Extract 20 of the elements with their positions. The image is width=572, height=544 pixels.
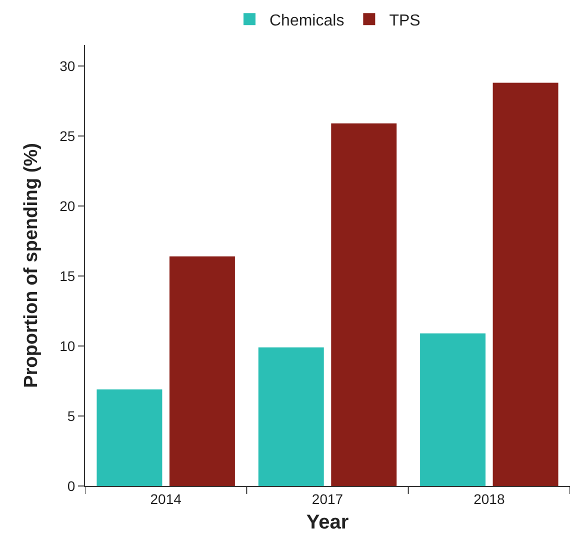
bar bbox=[258, 347, 324, 486]
x-tick-label: 2014 bbox=[150, 490, 182, 507]
legend-label: TPS bbox=[389, 12, 420, 30]
y-tick-label: 15 bbox=[60, 268, 76, 284]
x-tick-label: 2018 bbox=[474, 490, 505, 507]
y-tick-label: 30 bbox=[60, 58, 76, 74]
y-tick-label: 0 bbox=[67, 478, 76, 494]
x-axis-title: Year bbox=[306, 511, 349, 534]
x-tick-label: 2017 bbox=[312, 490, 344, 507]
bar bbox=[331, 123, 397, 486]
bar bbox=[96, 389, 162, 486]
y-tick-label: 25 bbox=[60, 128, 76, 144]
bar bbox=[492, 82, 558, 486]
y-tick-label: 10 bbox=[60, 338, 76, 354]
bar bbox=[420, 333, 486, 486]
y-tick-label: 5 bbox=[67, 408, 76, 424]
bar bbox=[169, 256, 235, 486]
legend-label: Chemicals bbox=[270, 12, 344, 30]
y-axis-title: Proportion of spending (%) bbox=[21, 143, 42, 388]
y-tick-label: 20 bbox=[60, 198, 76, 214]
